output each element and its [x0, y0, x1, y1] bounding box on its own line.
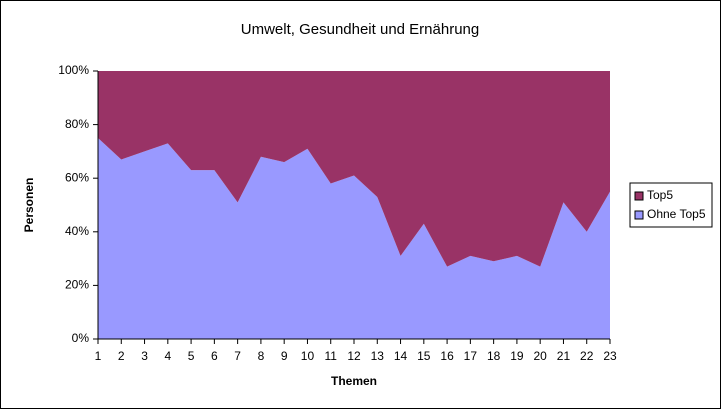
legend-label: Ohne Top5	[647, 207, 706, 221]
x-tick-label: 1	[95, 349, 102, 363]
x-tick-label: 14	[394, 349, 408, 363]
x-tick-label: 19	[510, 349, 524, 363]
x-tick-label: 15	[417, 349, 431, 363]
x-tick-label: 20	[534, 349, 548, 363]
x-tick-label: 5	[188, 349, 195, 363]
x-tick-label: 16	[440, 349, 454, 363]
x-tick-label: 17	[464, 349, 478, 363]
y-tick-label: 60%	[65, 170, 89, 184]
y-axis-label: Personen	[22, 178, 36, 233]
legend-swatch	[634, 191, 644, 201]
x-tick-label: 12	[347, 349, 361, 363]
x-tick-label: 11	[324, 349, 337, 363]
x-tick-label: 23	[603, 349, 617, 363]
y-tick-label: 0%	[72, 331, 90, 345]
x-tick-label: 18	[487, 349, 501, 363]
y-tick-label: 40%	[65, 224, 89, 238]
y-tick-label: 20%	[65, 278, 89, 292]
y-tick-label: 100%	[58, 63, 89, 77]
x-tick-label: 10	[301, 349, 315, 363]
legend-label: Top5	[647, 188, 673, 202]
x-tick-label: 2	[118, 349, 125, 363]
x-tick-label: 9	[281, 349, 288, 363]
chart-title: Umwelt, Gesundheit und Ernährung	[241, 21, 479, 38]
x-tick-label: 4	[164, 349, 171, 363]
x-tick-label: 13	[371, 349, 385, 363]
y-tick-label: 80%	[65, 117, 89, 131]
x-tick-label: 3	[141, 349, 148, 363]
x-axis-label: Themen	[331, 374, 377, 388]
legend-swatch	[634, 210, 644, 220]
x-tick-label: 21	[557, 349, 571, 363]
x-tick-label: 8	[258, 349, 265, 363]
legend-box	[629, 182, 713, 228]
area	[98, 71, 610, 267]
x-tick-label: 22	[580, 349, 594, 363]
area	[98, 138, 610, 339]
x-tick-label: 7	[234, 349, 241, 363]
x-tick-label: 6	[211, 349, 218, 363]
